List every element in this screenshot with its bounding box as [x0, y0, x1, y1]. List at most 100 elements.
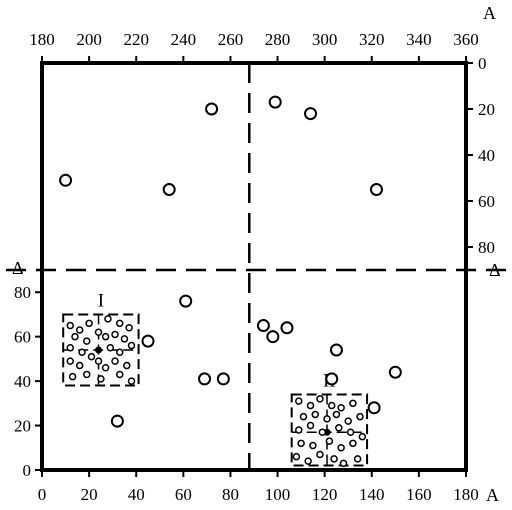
- cluster-point: [66, 344, 75, 352]
- top-tick-label: 180: [29, 30, 55, 49]
- bottom-axis-letter: A: [486, 485, 499, 505]
- cluster-point: [75, 361, 84, 370]
- top-tick-label: 240: [171, 30, 197, 49]
- cluster-point: [316, 450, 324, 459]
- data-point: [179, 294, 193, 308]
- data-point: [205, 102, 219, 116]
- top-tick-label: 320: [359, 30, 385, 49]
- data-point: [304, 107, 318, 121]
- cluster-point: [123, 361, 131, 370]
- data-point: [280, 321, 294, 335]
- cluster-point: [83, 337, 91, 345]
- cluster-point: [323, 415, 331, 423]
- cluster-point: [115, 348, 124, 356]
- data-point: [367, 401, 381, 415]
- axis-tick-labels: 0180202004022060240802601002801203001403…: [14, 30, 495, 504]
- cluster-point: [97, 375, 105, 383]
- cluster-point: [330, 455, 338, 463]
- right-tick-label: 0: [478, 54, 487, 73]
- top-tick-label: 280: [265, 30, 291, 49]
- cluster-point: [325, 437, 334, 445]
- cluster-point: [115, 319, 124, 328]
- left-tick-label: 80: [14, 283, 31, 302]
- data-point: [256, 319, 270, 333]
- data-point: [162, 183, 176, 196]
- bottom-tick-label: 80: [222, 485, 239, 504]
- cluster-point: [327, 401, 336, 410]
- right-tick-label: 20: [478, 100, 495, 119]
- cluster-point: [71, 332, 79, 341]
- cluster-point: [295, 426, 303, 434]
- data-point: [388, 365, 402, 379]
- right-tick-label: 40: [478, 146, 495, 165]
- cluster-point: [66, 321, 75, 330]
- right-divider-label: Δ: [489, 260, 501, 280]
- top-tick-label: 340: [406, 30, 432, 49]
- cluster-point: [337, 404, 345, 412]
- bottom-tick-label: 100: [265, 485, 291, 504]
- cluster-point: [332, 410, 341, 419]
- top-tick-label: 260: [218, 30, 244, 49]
- cluster-point: [358, 432, 367, 441]
- top-tick-label: 360: [453, 30, 479, 49]
- bottom-tick-label: 160: [406, 485, 432, 504]
- right-tick-label: 80: [478, 238, 495, 257]
- cluster-point: [127, 377, 136, 385]
- cluster-point: [311, 410, 319, 419]
- top-tick-label: 300: [312, 30, 338, 49]
- cluster-point: [346, 428, 355, 436]
- cluster-label: I: [98, 290, 104, 311]
- cluster-center: [95, 346, 103, 354]
- left-tick-label: 20: [14, 417, 31, 436]
- divider-lines: [6, 63, 506, 470]
- cluster-box: [290, 393, 369, 467]
- cluster-point: [295, 397, 303, 405]
- cluster-point: [337, 444, 345, 452]
- cluster-point: [75, 326, 84, 334]
- cluster-point: [106, 344, 115, 352]
- cluster-point: [115, 370, 124, 379]
- cluster-point: [120, 335, 129, 343]
- cluster-point: [349, 399, 357, 408]
- cluster-point: [111, 357, 119, 365]
- cluster-point: [299, 412, 308, 421]
- cluster-point: [309, 441, 317, 450]
- cluster-point: [292, 452, 301, 461]
- cluster-point: [78, 348, 86, 356]
- cluster-point: [111, 330, 119, 339]
- cluster-group: III: [62, 290, 369, 468]
- bottom-tick-label: 60: [175, 485, 192, 504]
- cluster-point: [353, 455, 362, 463]
- cluster-point: [68, 372, 77, 381]
- cluster-point: [318, 428, 327, 436]
- cluster-point: [306, 421, 315, 430]
- cluster-point: [127, 341, 136, 350]
- bottom-tick-label: 180: [453, 485, 479, 504]
- data-points: [59, 95, 402, 428]
- left-tick-label: 60: [14, 328, 31, 347]
- top-tick-label: 220: [123, 30, 149, 49]
- cluster-point: [66, 357, 75, 365]
- bottom-tick-label: 140: [359, 485, 385, 504]
- top-axis-letter: A: [483, 3, 496, 23]
- right-tick-label: 60: [478, 192, 495, 211]
- left-divider-label: Δ: [12, 258, 24, 278]
- data-point: [329, 343, 343, 357]
- cluster-point: [101, 332, 110, 341]
- cluster-point: [101, 364, 110, 372]
- left-tick-label: 40: [14, 372, 31, 391]
- bottom-tick-label: 0: [38, 485, 47, 504]
- left-tick-label: 0: [23, 461, 32, 480]
- cluster-point: [104, 315, 112, 323]
- axis-ticks: [35, 56, 473, 477]
- cluster-point: [94, 357, 103, 365]
- data-point: [59, 173, 73, 187]
- data-point: [198, 372, 212, 386]
- cluster-point: [335, 424, 343, 432]
- data-point: [266, 330, 280, 344]
- data-point: [268, 95, 282, 109]
- cluster-point: [344, 417, 352, 425]
- cluster-point: [87, 352, 96, 361]
- bottom-tick-label: 20: [81, 485, 98, 504]
